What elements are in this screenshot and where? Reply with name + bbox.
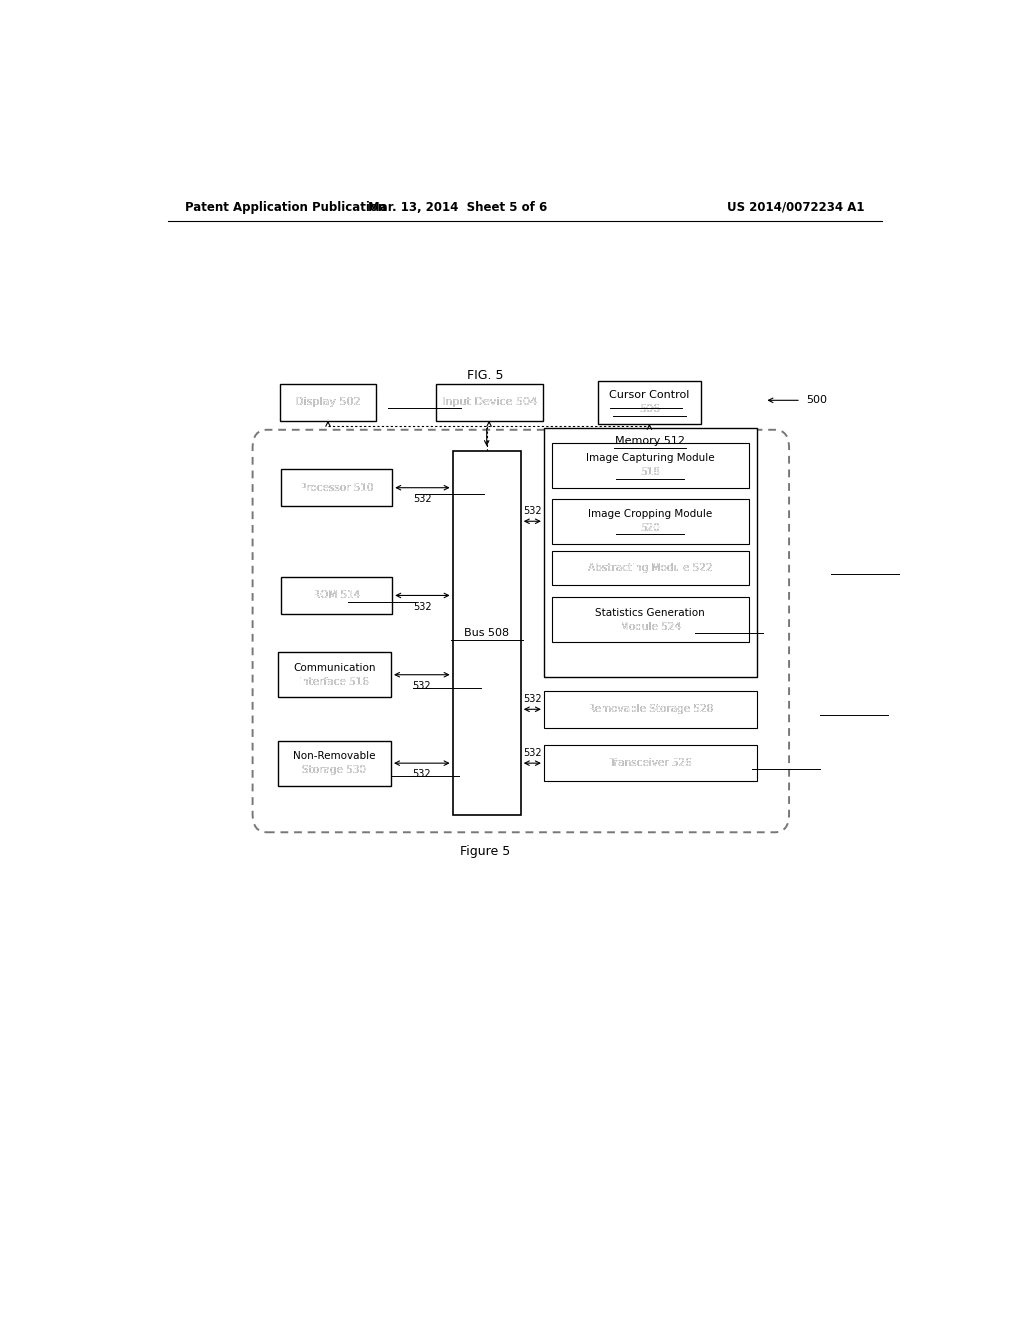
Text: 532: 532	[413, 602, 432, 611]
Text: Abstracting Module 522: Abstracting Module 522	[588, 564, 713, 573]
Text: Bus 508: Bus 508	[464, 628, 509, 638]
Text: 506: 506	[639, 404, 659, 414]
FancyBboxPatch shape	[544, 744, 757, 781]
Text: Image Capturing Module: Image Capturing Module	[586, 453, 715, 463]
Text: US 2014/0072234 A1: US 2014/0072234 A1	[727, 201, 864, 214]
Text: Processor 510: Processor 510	[300, 483, 374, 492]
Text: 506: 506	[639, 404, 659, 414]
Text: Abstracting Module 522: Abstracting Module 522	[588, 564, 713, 573]
Text: FIG. 5: FIG. 5	[467, 370, 504, 383]
Text: 532: 532	[523, 506, 542, 516]
Text: Input Device 504: Input Device 504	[441, 397, 537, 408]
FancyBboxPatch shape	[598, 381, 701, 424]
Text: 532: 532	[413, 494, 432, 504]
FancyBboxPatch shape	[435, 384, 543, 421]
Text: interface 516: interface 516	[299, 677, 370, 686]
Text: 500: 500	[807, 395, 827, 405]
Text: Statistics Generation: Statistics Generation	[595, 607, 706, 618]
Text: Module 524: Module 524	[620, 622, 681, 632]
FancyBboxPatch shape	[552, 499, 749, 544]
Text: Communication: Communication	[293, 663, 376, 673]
Text: 532: 532	[413, 770, 431, 779]
Text: Display 502: Display 502	[295, 397, 360, 408]
Text: Transceiver 526: Transceiver 526	[609, 758, 691, 768]
Text: Figure 5: Figure 5	[460, 845, 510, 858]
Text: 532: 532	[523, 748, 542, 758]
Text: Display 502: Display 502	[295, 397, 360, 408]
Text: ROM 514: ROM 514	[313, 590, 360, 601]
Text: 518: 518	[640, 467, 660, 478]
Text: Image Cropping Module: Image Cropping Module	[588, 510, 713, 519]
Text: Storage 530: Storage 530	[302, 766, 367, 775]
FancyBboxPatch shape	[552, 550, 749, 585]
Text: 532: 532	[523, 694, 542, 704]
FancyBboxPatch shape	[253, 430, 790, 833]
Text: Transceiver 526: Transceiver 526	[609, 758, 691, 768]
Text: Input Device 504: Input Device 504	[441, 397, 537, 408]
FancyBboxPatch shape	[278, 652, 391, 697]
Text: Cursor Control: Cursor Control	[609, 391, 689, 400]
Text: Storage 530: Storage 530	[302, 766, 367, 775]
Text: Memory 512: Memory 512	[615, 436, 685, 446]
FancyBboxPatch shape	[552, 444, 749, 487]
FancyBboxPatch shape	[282, 577, 392, 614]
Text: Patent Application Publication: Patent Application Publication	[185, 201, 386, 214]
FancyBboxPatch shape	[544, 428, 757, 677]
FancyBboxPatch shape	[281, 384, 376, 421]
FancyBboxPatch shape	[552, 598, 749, 643]
FancyBboxPatch shape	[544, 690, 757, 727]
Text: Mar. 13, 2014  Sheet 5 of 6: Mar. 13, 2014 Sheet 5 of 6	[368, 201, 547, 214]
Text: Removable Storage 528: Removable Storage 528	[588, 705, 713, 714]
Text: interface 516: interface 516	[299, 677, 370, 686]
Text: Removable Storage 528: Removable Storage 528	[588, 705, 713, 714]
Text: 518: 518	[640, 467, 660, 478]
FancyBboxPatch shape	[453, 451, 521, 814]
Text: Module 524: Module 524	[620, 622, 681, 632]
FancyBboxPatch shape	[278, 741, 391, 785]
Text: Processor 510: Processor 510	[300, 483, 374, 492]
Text: 520: 520	[640, 523, 660, 533]
Text: ROM 514: ROM 514	[313, 590, 360, 601]
Text: Non-Removable: Non-Removable	[293, 751, 376, 762]
FancyBboxPatch shape	[282, 470, 392, 506]
Text: 520: 520	[640, 523, 660, 533]
Text: 532: 532	[413, 681, 431, 690]
